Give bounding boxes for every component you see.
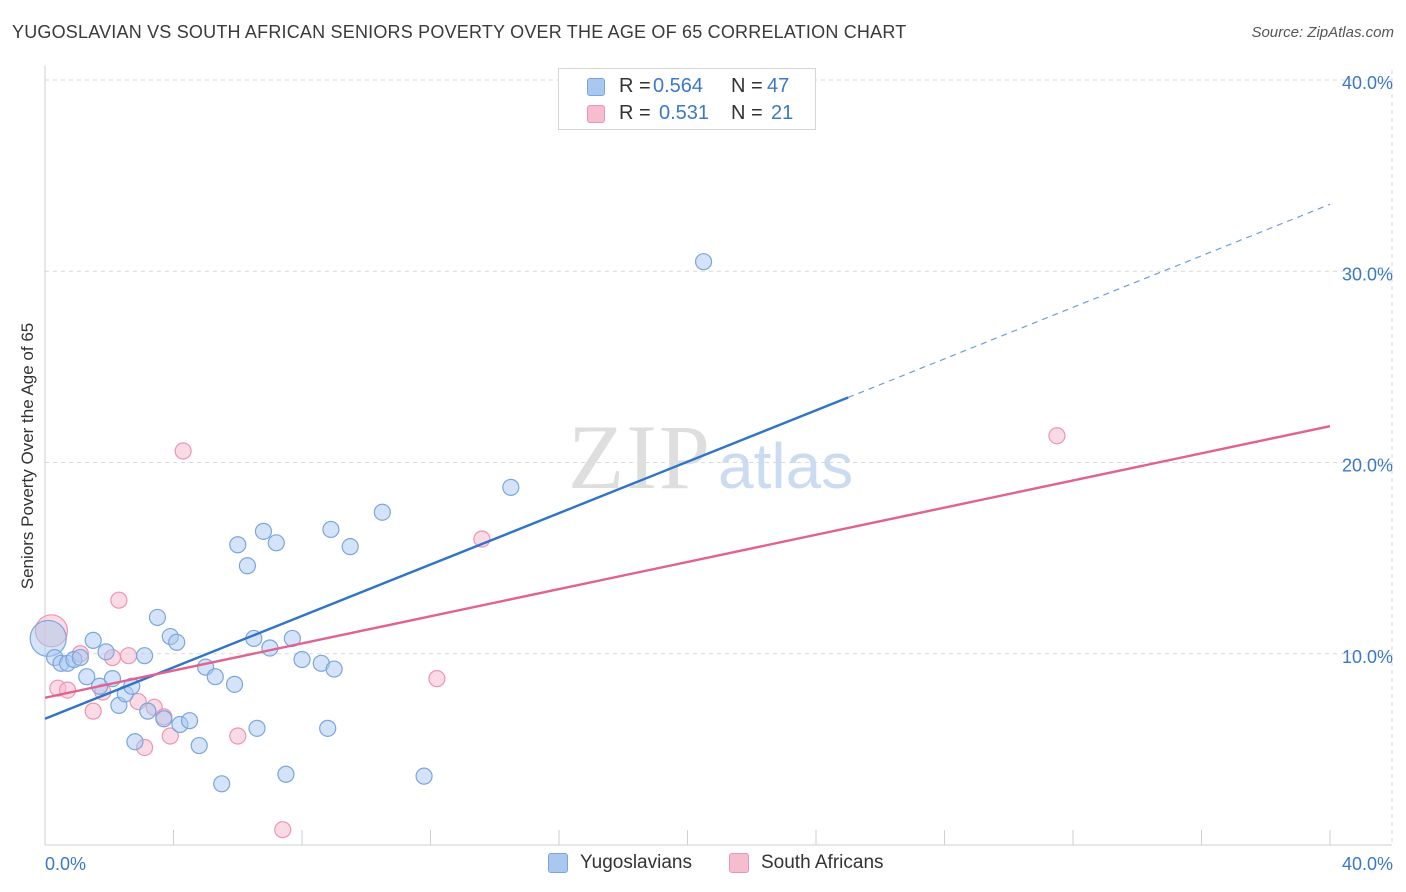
yugoslavian-point [139,702,157,720]
yugoslavian-point [206,668,224,686]
x-tick-label: 40.0% [1342,854,1393,874]
yugoslavian-point [126,733,144,751]
yugoslavian-point [502,478,520,496]
yugoslavian-point [190,736,208,755]
axes [44,66,1392,846]
south-african-point [229,727,247,745]
yugoslavian-point [238,557,256,575]
south-african-point [161,727,179,745]
legend-swatch-blue [548,853,568,873]
yugoslavian-point [322,520,340,539]
legend-row-yugoslavians: R = 0.564 N = 47 [559,73,815,101]
yugoslavian-point [694,253,713,271]
yugoslavian-point [29,619,67,658]
yugoslavian-point [97,643,115,661]
yugoslavian-point [373,503,391,521]
legend-row-south-africans: R = 0.531 N = 21 [559,100,815,128]
yugoslavian-point [341,538,359,556]
yugoslavian-trend-line [44,396,849,720]
legend-r-label: R = [619,75,651,97]
watermark-atlas: atlas [718,430,853,502]
legend-n-label: N = [731,102,763,124]
yugoslavian-point [229,536,247,554]
legend-n-value: 21 [771,102,794,124]
south-african-trend-line [44,424,1331,699]
south-african-point [274,821,292,839]
legend-n-value: 47 [767,75,790,97]
yugoslavian-point [84,631,102,649]
south-african-point [119,647,138,665]
watermark: ZIP atlas [568,406,853,508]
legend-swatch-pink [729,853,749,873]
correlation-legend: R = 0.564 N = 47 R = 0.531 N = 21 [558,68,816,130]
source-credit: Source: ZipAtlas.com [1251,24,1394,41]
yugoslavian-trend-extension [847,203,1331,399]
y-tick-label: 20.0% [1342,456,1393,476]
y-tick-label: 10.0% [1342,647,1393,667]
y-tick-label: 30.0% [1342,264,1393,284]
yugoslavian-point [293,650,311,669]
legend-label-south-africans: South Africans [761,852,884,873]
legend-r-value: 0.564 [653,75,704,97]
yugoslavian-point [180,712,199,730]
x-tick-label: 0.0% [45,854,86,874]
yugoslavian-point [71,648,89,667]
legend-r-label: R = [619,102,651,124]
y-tick-label: 40.0% [1342,73,1393,93]
legend-swatch-pink [587,105,605,123]
legend-r-value: 0.531 [659,102,710,124]
yugoslavian-point [319,719,337,737]
yugoslavian-point [78,668,96,686]
series-legend: Yugoslavians South Africans [0,852,1406,878]
yugoslavian-point [213,775,231,793]
south-african-points [34,427,1066,839]
watermark-zip: ZIP [568,406,712,508]
south-african-point [110,591,128,609]
south-african-point [174,442,192,460]
y-axis-label: Seniors Poverty Over the Age of 65 [18,322,37,590]
yugoslavian-point [225,675,244,693]
yugoslavian-point [415,767,433,785]
yugoslavian-point [135,647,154,665]
south-african-point [428,670,446,688]
yugoslavian-point [155,710,173,728]
chart-title: YUGOSLAVIAN VS SOUTH AFRICAN SENIORS POV… [12,22,907,42]
south-african-point [1048,427,1066,445]
yugoslavian-points [29,253,713,793]
trend-lines [44,203,1331,720]
yugoslavian-point [277,765,295,783]
south-african-point [58,681,77,699]
south-african-point [84,702,102,720]
tick-labels: 10.0% 20.0% 30.0% 40.0% 0.0% 40.0% [45,73,1393,874]
yugoslavian-point [325,660,343,678]
yugoslavian-point [248,719,266,737]
legend-n-label: N = [731,75,763,97]
yugoslavian-point [148,608,167,627]
legend-swatch-blue [587,78,605,96]
grid-lines [45,70,1393,845]
legend-label-yugoslavians: Yugoslavians [580,852,692,873]
yugoslavian-point [168,633,186,651]
yugoslavian-point [254,522,273,540]
yugoslavian-point [267,534,285,552]
